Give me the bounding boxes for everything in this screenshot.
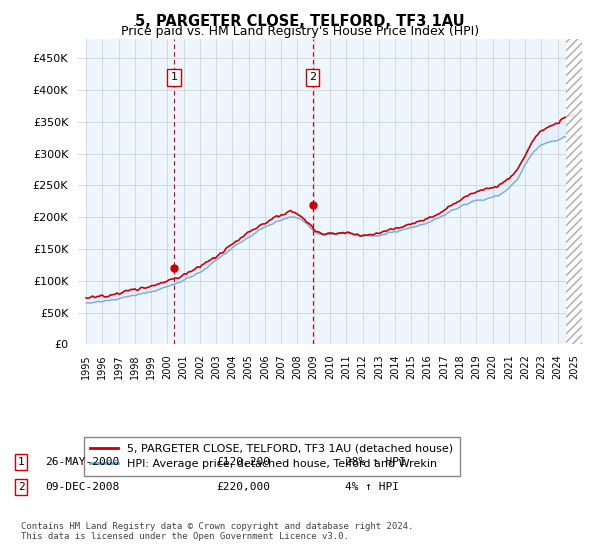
Text: Contains HM Land Registry data © Crown copyright and database right 2024.
This d: Contains HM Land Registry data © Crown c… (21, 522, 413, 542)
Text: 2: 2 (309, 72, 316, 82)
Text: 1: 1 (170, 72, 178, 82)
Text: 1: 1 (17, 457, 25, 467)
Text: 09-DEC-2008: 09-DEC-2008 (45, 482, 119, 492)
Text: 28% ↑ HPI: 28% ↑ HPI (345, 457, 406, 467)
Text: £120,200: £120,200 (216, 457, 270, 467)
Text: 4% ↑ HPI: 4% ↑ HPI (345, 482, 399, 492)
Text: 26-MAY-2000: 26-MAY-2000 (45, 457, 119, 467)
Legend: 5, PARGETER CLOSE, TELFORD, TF3 1AU (detached house), HPI: Average price, detach: 5, PARGETER CLOSE, TELFORD, TF3 1AU (det… (83, 437, 460, 476)
Text: 5, PARGETER CLOSE, TELFORD, TF3 1AU: 5, PARGETER CLOSE, TELFORD, TF3 1AU (135, 14, 465, 29)
Text: £220,000: £220,000 (216, 482, 270, 492)
Text: Price paid vs. HM Land Registry's House Price Index (HPI): Price paid vs. HM Land Registry's House … (121, 25, 479, 38)
Text: 2: 2 (17, 482, 25, 492)
